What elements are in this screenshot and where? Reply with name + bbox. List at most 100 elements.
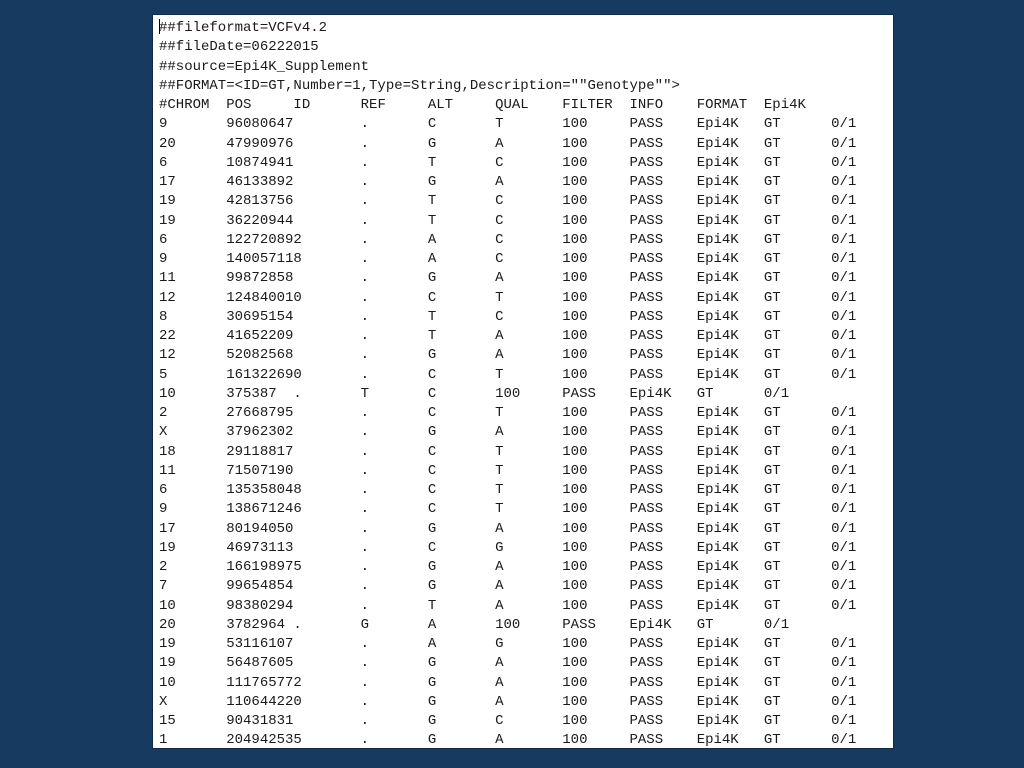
field-pos: 138671246: [226, 501, 302, 518]
field-ref: G: [427, 135, 437, 152]
field-alt: A: [495, 520, 504, 537]
field-format: GT: [763, 135, 781, 152]
meta-line-fileformat: ##fileformat=VCFv4.2: [159, 19, 893, 38]
field-chrom: 9: [159, 251, 168, 267]
field-chrom: 8: [159, 308, 168, 325]
field-chrom: 12: [159, 347, 176, 364]
field-format: GT: [763, 289, 781, 306]
field-qual: 100: [562, 328, 588, 344]
field-id: .: [360, 366, 370, 383]
field-filter: PASS: [629, 597, 664, 614]
field-pos: 3782964: [226, 616, 286, 633]
field-epi4k: 0/1: [831, 116, 857, 133]
field-id: ID: [293, 97, 311, 113]
field-filter: PASS: [629, 174, 664, 190]
field-id: .: [360, 713, 370, 729]
field-ref: T: [360, 385, 370, 402]
field-alt: G: [495, 539, 504, 556]
field-chrom: 19: [159, 655, 176, 672]
field-id: .: [360, 405, 370, 421]
field-qual: 100: [562, 559, 588, 575]
field-alt: C: [495, 231, 504, 248]
field-alt: C: [495, 193, 504, 210]
field-format: GT: [763, 693, 781, 710]
field-epi4k: 0/1: [831, 559, 857, 575]
field-id: .: [360, 135, 370, 152]
field-chrom: 6: [159, 154, 168, 171]
field-id: .: [360, 462, 370, 479]
field-chrom: 15: [159, 713, 176, 729]
field-info: Epi4K: [696, 501, 739, 518]
field-alt: T: [495, 482, 504, 498]
field-chrom: 6: [159, 482, 168, 498]
field-filter: PASS: [629, 674, 664, 691]
field-id: .: [360, 116, 370, 133]
field-format: GT: [763, 539, 781, 556]
field-id: .: [360, 539, 370, 556]
field-pos: 135358048: [226, 482, 302, 498]
field-pos: 99654854: [226, 578, 294, 595]
field-pos: 166198975: [226, 559, 302, 575]
field-id: .: [360, 559, 370, 575]
field-pos: 53116107: [226, 636, 294, 652]
field-chrom: 10: [159, 385, 176, 402]
field-ref: G: [427, 732, 437, 749]
vcf-record-row: 10 375387 . T C 100 PASS Epi4K GT 0/1: [159, 385, 893, 404]
vcf-record-row: X 110644220 . G A 100 PASS Epi4K GT 0/1: [159, 693, 893, 712]
field-chrom: 22: [159, 328, 176, 344]
field-chrom: 11: [159, 270, 176, 287]
field-epi4k: Epi4K: [763, 97, 806, 113]
field-filter: PASS: [629, 693, 664, 710]
field-alt: A: [495, 597, 504, 614]
field-chrom: 7: [159, 578, 168, 595]
field-ref: REF: [360, 97, 386, 113]
field-pos: 122720892: [226, 231, 302, 248]
field-filter: PASS: [629, 655, 664, 672]
field-format: GT: [763, 405, 781, 421]
field-qual: 100: [562, 308, 588, 325]
field-pos: 161322690: [226, 366, 302, 383]
field-id: .: [360, 443, 370, 460]
field-id: .: [293, 616, 302, 633]
field-filter: PASS: [629, 539, 664, 556]
field-alt: C: [495, 154, 504, 171]
vcf-record-row: 19 53116107 . A G 100 PASS Epi4K GT 0/1: [159, 635, 893, 654]
field-id: .: [293, 385, 302, 402]
field-alt: A: [495, 655, 504, 672]
vcf-record-row: 6 135358048 . C T 100 PASS Epi4K GT 0/1: [159, 481, 893, 500]
vcf-record-row: 17 46133892 . G A 100 PASS Epi4K GT 0/1: [159, 173, 893, 192]
field-format: GT: [763, 636, 781, 652]
field-alt: T: [495, 462, 504, 479]
vcf-record-row: 1 204942535 . G A 100 PASS Epi4K GT 0/1: [159, 731, 893, 750]
field-epi4k: 0/1: [831, 270, 857, 287]
field-alt: C: [495, 212, 504, 229]
field-chrom: 2: [159, 405, 168, 421]
field-epi4k: 0/1: [763, 385, 790, 402]
field-epi4k: 0/1: [831, 405, 857, 421]
field-epi4k: 0/1: [831, 501, 857, 518]
field-filter: PASS: [629, 636, 664, 652]
field-chrom: 19: [159, 539, 176, 556]
field-ref: C: [427, 405, 437, 421]
vcf-record-row: 22 41652209 . T A 100 PASS Epi4K GT 0/1: [159, 327, 893, 346]
text-editor-panel[interactable]: ##fileformat=VCFv4.2 ##fileDate=06222015…: [152, 14, 894, 749]
field-alt: A: [495, 578, 504, 595]
field-qual: 100: [562, 154, 588, 171]
field-format: GT: [763, 424, 781, 441]
field-epi4k: 0/1: [831, 674, 857, 691]
field-chrom: 2: [159, 559, 168, 575]
field-qual: 100: [562, 636, 588, 652]
field-qual: 100: [562, 424, 588, 441]
field-alt: C: [495, 251, 504, 267]
field-filter: PASS: [629, 347, 664, 364]
field-pos: POS: [226, 97, 252, 113]
field-qual: 100: [562, 713, 588, 729]
field-qual: 100: [562, 732, 588, 749]
field-epi4k: 0/1: [831, 154, 857, 171]
field-qual: 100: [562, 405, 588, 421]
column-header-line: #CHROM POS ID REF ALT QUAL FILTER INFO F…: [159, 96, 893, 115]
field-chrom: 20: [159, 135, 176, 152]
vcf-record-row: 8 30695154 . T C 100 PASS Epi4K GT 0/1: [159, 308, 893, 327]
field-pos: 204942535: [226, 732, 302, 749]
field-pos: 36220944: [226, 212, 294, 229]
